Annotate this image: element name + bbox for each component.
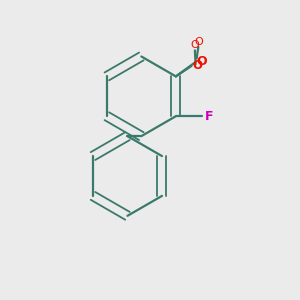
Text: F: F: [205, 110, 214, 123]
Text: O: O: [190, 40, 199, 50]
Text: O: O: [194, 37, 203, 47]
Text: O: O: [196, 55, 207, 68]
Text: O: O: [193, 59, 202, 73]
